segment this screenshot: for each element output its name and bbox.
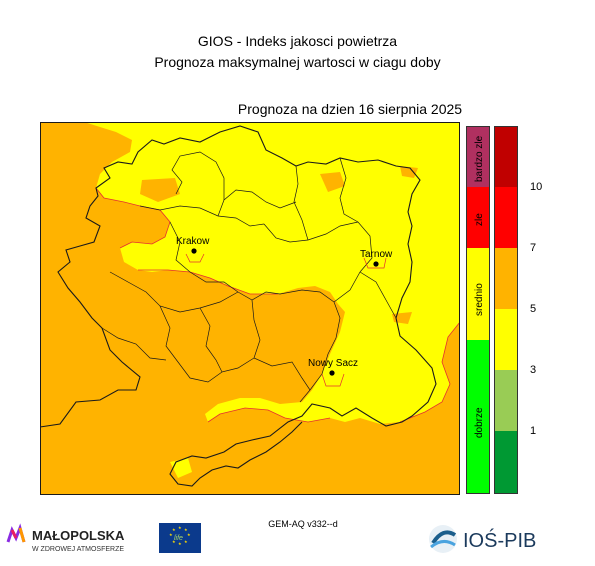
city-label-krakow: Krakow xyxy=(176,236,210,247)
tick-label-7: 7 xyxy=(530,242,537,254)
category-label-dobrze: dobrze xyxy=(474,407,485,438)
svg-text:★: ★ xyxy=(178,541,182,546)
category-label-srednio: srednio xyxy=(474,283,485,316)
air-quality-map: Krakow Tarnow Nowy Sacz xyxy=(40,122,460,495)
ios-pib-label: IOŚ-PIB xyxy=(463,528,536,552)
malopolska-name: MAŁOPOLSKA xyxy=(32,528,125,543)
city-label-tarnow: Tarnow xyxy=(360,249,393,260)
index-swatch-7-10 xyxy=(494,187,518,248)
ios-pib-logo: IOŚ-PIB xyxy=(425,521,565,562)
title-line-1: GIOS - Indeks jakosci powietrza xyxy=(197,33,398,49)
voivodeship-border xyxy=(40,125,437,487)
index-swatch-5-7 xyxy=(494,248,518,309)
city-dot-nowy-sacz xyxy=(329,370,335,376)
category-swatch-srednio xyxy=(466,248,490,340)
tick-label-3: 3 xyxy=(530,364,537,376)
index-swatch-0-1 xyxy=(494,431,518,494)
svg-text:★: ★ xyxy=(172,539,176,544)
category-label-zle: zle xyxy=(474,213,485,226)
city-dot-tarnow xyxy=(373,261,379,267)
tick-label-10: 10 xyxy=(530,181,543,193)
svg-text:★: ★ xyxy=(178,525,182,530)
city-label-nowy-sacz: Nowy Sacz xyxy=(308,358,358,369)
category-swatch-dobrze xyxy=(466,340,490,494)
svg-text:★: ★ xyxy=(184,539,188,544)
category-swatch-bardzo-zle xyxy=(466,126,490,187)
index-swatch-3-5 xyxy=(494,309,518,370)
county-borders xyxy=(101,151,397,403)
svg-text:★: ★ xyxy=(169,532,173,537)
category-legend: bardzo zle zle srednio dobrze xyxy=(466,126,490,494)
category-label-bardzo-zle: bardzo zle xyxy=(474,135,485,182)
svg-text:★: ★ xyxy=(187,532,191,537)
model-version: GEM-AQ v332--d xyxy=(268,519,338,529)
index-swatch-1-3 xyxy=(494,370,518,431)
tick-label-1: 1 xyxy=(530,425,537,437)
svg-text:★: ★ xyxy=(172,527,176,532)
eu-life-label: life xyxy=(174,535,183,542)
city-markers xyxy=(185,248,387,387)
malopolska-logo: MAŁOPOLSKA W ZDROWEJ ATMOSFERZE xyxy=(6,522,156,561)
svg-text:★: ★ xyxy=(184,527,188,532)
index-legend xyxy=(494,126,518,494)
tick-label-5: 5 xyxy=(530,303,537,315)
city-dot-krakow xyxy=(191,248,197,254)
eu-life-logo: ★ ★ ★ ★ ★ ★ ★ ★ life xyxy=(159,523,201,553)
malopolska-tagline: W ZDROWEJ ATMOSFERZE xyxy=(32,546,124,553)
title-line-2: Prognoza maksymalnej wartosci w ciagu do… xyxy=(154,54,441,70)
forecast-date: Prognoza na dzien 16 sierpnia 2025 xyxy=(237,101,463,117)
category-swatch-zle xyxy=(466,187,490,248)
map-region-yellow xyxy=(84,122,460,424)
index-swatch-10-plus xyxy=(494,126,518,187)
